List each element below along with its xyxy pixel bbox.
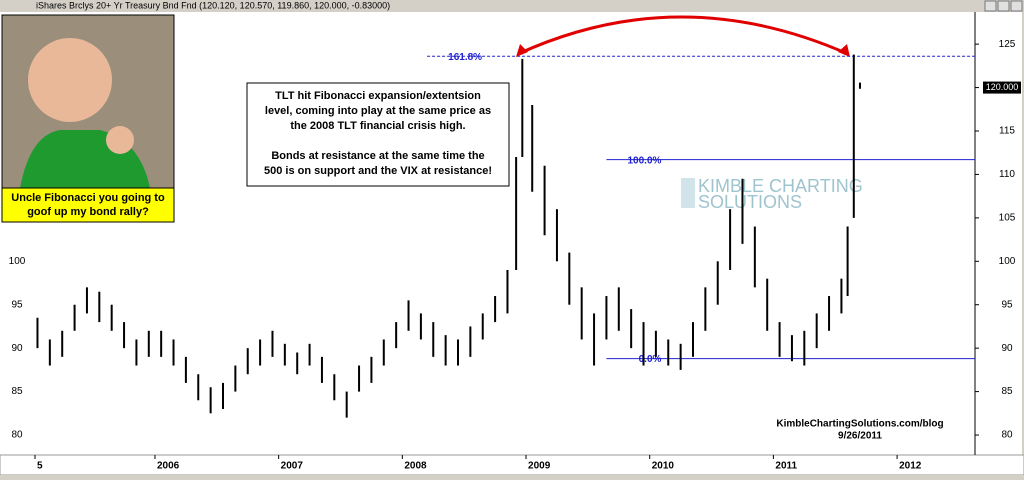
y-tick-label-left: 85 — [11, 386, 23, 397]
arrow-head — [838, 44, 850, 57]
x-tick-label: 2012 — [899, 461, 922, 472]
window-button[interactable] — [1010, 0, 1023, 12]
annotation: level, coming into play at the same pric… — [265, 105, 491, 117]
y-tick-label: 80 — [1001, 430, 1013, 441]
meme-caption-box — [1, 187, 175, 223]
footer: KimbleChartingSolutions.com/blog — [776, 419, 943, 430]
last-price: 120.000 — [986, 82, 1019, 92]
fib-label: 0.0% — [639, 354, 662, 365]
x-tick-label: 2009 — [528, 461, 551, 472]
x-tick-label: 2010 — [652, 461, 675, 472]
y-tick-label: 125 — [999, 39, 1016, 50]
x-tick-label: 2007 — [281, 461, 304, 472]
meme-caption: goof up my bond rally? — [27, 206, 149, 218]
y-tick-label-left: 80 — [11, 430, 23, 441]
y-tick-label: 85 — [1001, 386, 1013, 397]
x-tick-label: 2006 — [157, 461, 180, 472]
annotation: Bonds at resistance at the same time the — [271, 150, 484, 162]
plot-area — [35, 12, 975, 455]
window-button[interactable] — [997, 0, 1010, 12]
fib-label: 161.8% — [448, 52, 482, 63]
y-tick-label-left: 100 — [9, 256, 26, 267]
y-tick-label-left: 95 — [11, 299, 23, 310]
y-tick-label-left: 90 — [11, 343, 23, 354]
last-price-box — [983, 81, 1021, 94]
window-title: iShares Brclys 20+ Yr Treasury Bnd Fnd (… — [36, 0, 390, 10]
arc-arrow — [517, 15, 849, 56]
watermark: KIMBLE CHARTING — [698, 176, 863, 196]
x-tick-label: 5 — [37, 461, 43, 472]
x-tick-label: 2008 — [404, 461, 427, 472]
y-tick-label: 115 — [999, 126, 1015, 137]
annotation-box — [246, 82, 510, 187]
y-tick-label: 110 — [999, 169, 1015, 180]
y-tick-label: 90 — [1001, 343, 1013, 354]
arrow-head — [516, 44, 528, 57]
x-axis-area — [0, 454, 1024, 476]
annotation: 500 is on support and the VIX at resista… — [264, 165, 492, 177]
meme-fist — [106, 126, 134, 154]
x-tick-label: 2011 — [775, 461, 797, 472]
watermark-logo — [681, 178, 695, 208]
watermark: SOLUTIONS — [698, 192, 802, 212]
fib-label: 100.0% — [627, 155, 661, 166]
annotation: the 2008 TLT financial crisis high. — [290, 120, 465, 132]
meme: Uncle Fibonacci you going to goof up my … — [1, 14, 175, 223]
y-axis-area — [975, 12, 1022, 455]
annotation: TLT hit Fibonacci expansion/extentsion — [275, 90, 481, 102]
y-tick-label: 105 — [999, 213, 1016, 224]
footer: 9/26/2011 — [838, 431, 882, 442]
window-button[interactable] — [984, 0, 997, 12]
meme-caption: Uncle Fibonacci you going to — [11, 192, 165, 204]
y-tick-label: 95 — [1001, 299, 1013, 310]
meme-face — [28, 38, 112, 122]
y-tick-label: 100 — [999, 256, 1016, 267]
